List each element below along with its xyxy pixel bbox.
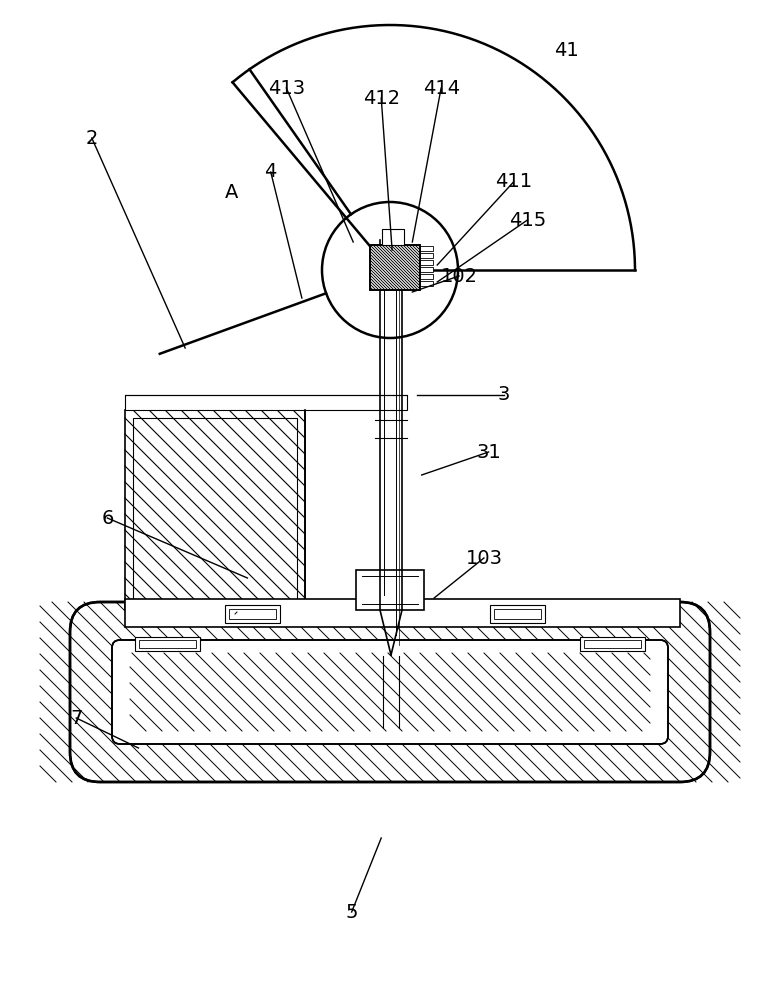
Bar <box>420 274 433 279</box>
Bar <box>490 605 545 623</box>
Bar <box>356 570 424 610</box>
Text: 31: 31 <box>476 442 501 462</box>
Text: 102: 102 <box>440 266 478 286</box>
Text: 7: 7 <box>70 708 82 728</box>
Text: 5: 5 <box>345 903 358 922</box>
Bar <box>420 260 433 265</box>
Text: 6: 6 <box>101 508 114 528</box>
Bar <box>420 281 433 286</box>
Text: 4: 4 <box>265 162 277 181</box>
Text: 414: 414 <box>422 79 460 98</box>
Bar <box>494 609 541 619</box>
Bar <box>370 245 420 290</box>
Bar <box>125 599 680 627</box>
Bar <box>382 229 404 245</box>
Bar <box>125 395 407 410</box>
Bar <box>125 410 305 610</box>
Text: 411: 411 <box>495 172 532 191</box>
Text: 103: 103 <box>465 548 503 568</box>
Bar <box>225 605 280 623</box>
Bar <box>580 637 645 651</box>
Bar <box>133 418 297 602</box>
Bar <box>229 609 276 619</box>
Text: A: A <box>225 182 239 202</box>
Text: 415: 415 <box>509 211 546 230</box>
Bar <box>139 640 196 648</box>
Bar <box>420 246 433 251</box>
Bar <box>584 640 641 648</box>
Bar <box>420 267 433 272</box>
FancyBboxPatch shape <box>112 640 668 744</box>
Text: 413: 413 <box>268 79 305 98</box>
Text: 2: 2 <box>86 128 98 147</box>
Bar <box>420 253 433 258</box>
FancyBboxPatch shape <box>70 602 710 782</box>
Text: 3: 3 <box>498 385 510 404</box>
Text: 41: 41 <box>554 40 579 60</box>
Text: 412: 412 <box>363 89 400 107</box>
Bar <box>370 245 420 290</box>
Bar <box>135 637 200 651</box>
